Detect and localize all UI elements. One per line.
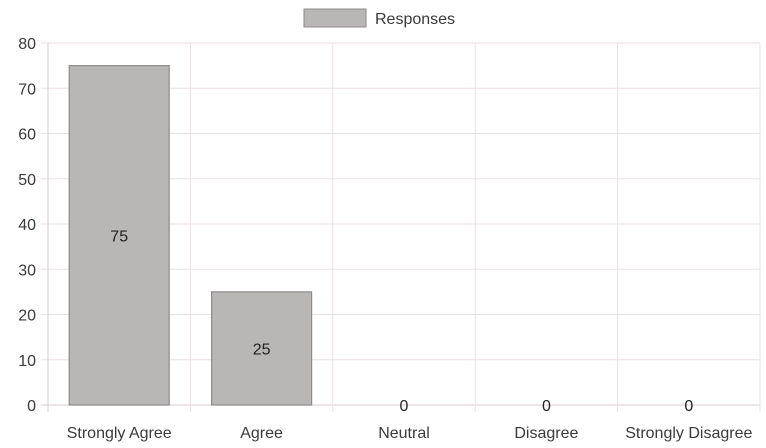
data-label: 0 xyxy=(542,398,551,415)
y-tick-label: 40 xyxy=(18,217,36,234)
legend: Responses xyxy=(303,8,455,28)
x-tick-label: Disagree xyxy=(514,425,578,442)
x-tick-label: Strongly Disagree xyxy=(625,425,752,442)
legend-label: Responses xyxy=(375,11,455,28)
y-tick-label: 10 xyxy=(18,353,36,370)
bars xyxy=(68,65,313,406)
data-label: 0 xyxy=(400,398,409,415)
data-label: 75 xyxy=(110,228,128,245)
y-tick-label: 20 xyxy=(18,308,36,325)
y-tick-label: 30 xyxy=(18,262,36,279)
y-tick-label: 70 xyxy=(18,81,36,98)
data-label: 0 xyxy=(684,398,693,415)
x-tick-label: Strongly Agree xyxy=(67,425,172,442)
x-axis: Strongly Agree Agree Neutral Disagree Strong… xyxy=(67,425,753,442)
x-tick-label: Agree xyxy=(240,425,283,442)
legend-swatch xyxy=(303,8,367,28)
y-tick-label: 50 xyxy=(18,172,36,189)
y-tick-label: 80 xyxy=(18,36,36,53)
y-axis: 0 10 20 30 40 50 60 70 80 xyxy=(18,36,36,415)
y-tick-label: 60 xyxy=(18,127,36,144)
bar xyxy=(211,291,313,406)
bar xyxy=(68,65,170,406)
y-tick-label: 0 xyxy=(27,398,36,415)
x-tick-label: Neutral xyxy=(378,425,430,442)
data-label: 25 xyxy=(253,341,271,358)
value-labels: 75 25 0 0 0 xyxy=(110,228,693,415)
